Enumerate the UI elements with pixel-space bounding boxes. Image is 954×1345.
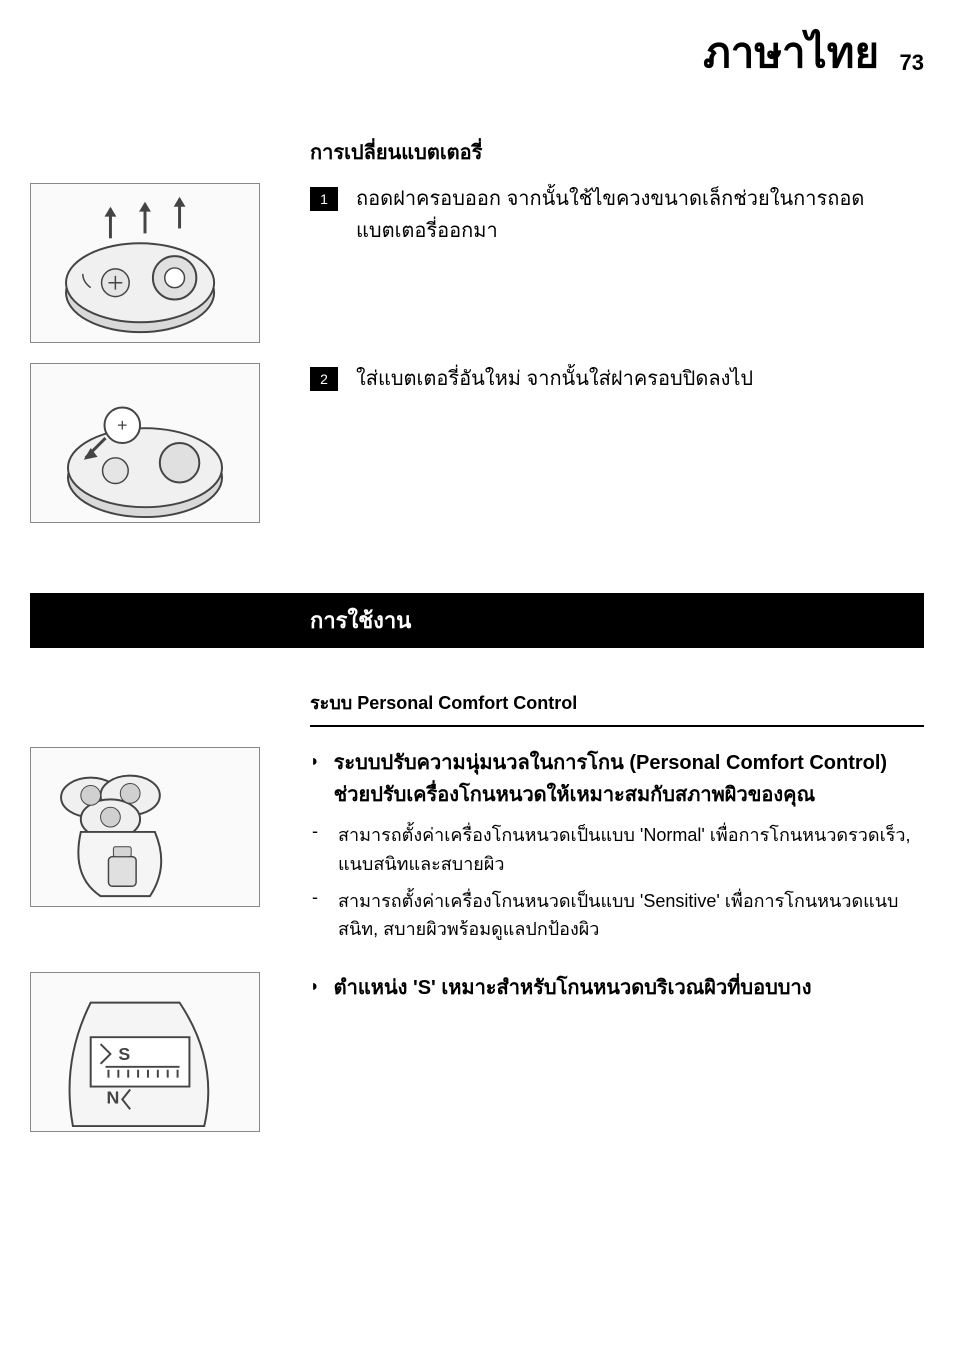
dash-text-1: สามารถตั้งค่าเครื่องโกนหนวดเป็นแบบ 'Norm… xyxy=(338,821,924,879)
info-row-1: ◗ ระบบปรับความนุ่มนวลในการโกน (Personal … xyxy=(30,747,924,952)
bullet-text-1: ระบบปรับความนุ่มนวลในการโกน (Personal Co… xyxy=(334,747,924,811)
step-text-2: ใส่แบตเตอรี่อันใหม่ จากนั้นใส่ฝาครอบปิดล… xyxy=(356,363,753,395)
step-content-1: 1 ถอดฝาครอบออก จากนั้นใช้ไขควงขนาดเล็กช่… xyxy=(310,183,924,247)
figure-selector-s-n: S N xyxy=(30,972,260,1132)
page-title: ภาษาไทย xyxy=(703,29,879,76)
usage-section-bar: การใช้งาน xyxy=(30,593,924,648)
bullet-icon: ◗ xyxy=(310,753,320,771)
page-number: 73 xyxy=(900,50,924,75)
subsection-divider xyxy=(310,725,924,727)
subsection-title: ระบบ Personal Comfort Control xyxy=(310,688,924,717)
bullet-item-2: ◗ ตำแหน่ง 'S' เหมาะสำหรับโกนหนวดบริเวณผิ… xyxy=(310,972,924,1004)
dash-marker: - xyxy=(312,887,318,908)
step-number-2: 2 xyxy=(310,367,338,391)
step-row-2: + 2 ใส่แบตเตอรี่อันใหม่ จากนั้นใส่ฝาครอบ… xyxy=(30,363,924,533)
info-text-area-2: ◗ ตำแหน่ง 'S' เหมาะสำหรับโกนหนวดบริเวณผิ… xyxy=(310,972,924,1014)
step-text-1: ถอดฝาครอบออก จากนั้นใช้ไขควงขนาดเล็กช่วย… xyxy=(356,183,924,247)
content-area: การเปลี่ยนแบตเตอรี่ 1 ถอดฝาครอบออก จาก xyxy=(30,136,924,1132)
dash-item-1: - สามารถตั้งค่าเครื่องโกนหนวดเป็นแบบ 'No… xyxy=(312,821,924,879)
info-row-2: S N ◗ ตำแหน่ง 'S' เหมาะสำหรับโกนหนวดบริเ… xyxy=(30,972,924,1132)
bullet-item-1: ◗ ระบบปรับความนุ่มนวลในการโกน (Personal … xyxy=(310,747,924,811)
step-content-2: 2 ใส่แบตเตอรี่อันใหม่ จากนั้นใส่ฝาครอบปิ… xyxy=(310,363,924,395)
svg-text:S: S xyxy=(118,1044,130,1064)
dash-text-2: สามารถตั้งค่าเครื่องโกนหนวดเป็นแบบ 'Sens… xyxy=(338,887,924,945)
dash-marker: - xyxy=(312,821,318,842)
bullet-icon: ◗ xyxy=(310,978,320,996)
figure-shaver xyxy=(30,747,260,907)
bullet-text-2: ตำแหน่ง 'S' เหมาะสำหรับโกนหนวดบริเวณผิวท… xyxy=(334,972,812,1004)
figure-battery-insert: + xyxy=(30,363,260,523)
dash-item-2: - สามารถตั้งค่าเครื่องโกนหนวดเป็นแบบ 'Se… xyxy=(312,887,924,945)
figure-battery-remove xyxy=(30,183,260,343)
svg-text:+: + xyxy=(117,415,127,435)
page-header: ภาษาไทย 73 xyxy=(30,20,924,86)
step-row-1: 1 ถอดฝาครอบออก จากนั้นใช้ไขควงขนาดเล็กช่… xyxy=(30,183,924,353)
battery-section-title: การเปลี่ยนแบตเตอรี่ xyxy=(310,136,924,168)
step-number-1: 1 xyxy=(310,187,338,211)
info-text-area-1: ◗ ระบบปรับความนุ่มนวลในการโกน (Personal … xyxy=(310,747,924,952)
svg-text:N: N xyxy=(106,1088,119,1108)
